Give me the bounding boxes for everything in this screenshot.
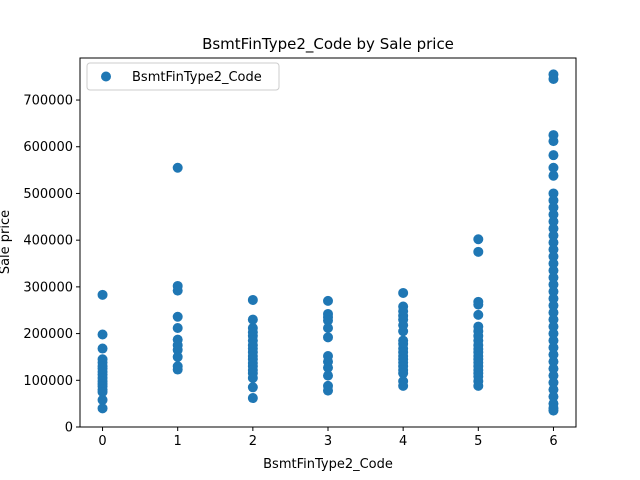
data-point [548, 230, 559, 241]
data-point [548, 258, 559, 269]
data-point [548, 307, 559, 318]
x-tick-label: 0 [98, 434, 106, 449]
data-point [548, 244, 559, 255]
data-point [548, 391, 559, 402]
data-point [323, 370, 333, 381]
data-point [548, 321, 559, 332]
data-point [548, 363, 559, 374]
data-point [97, 386, 108, 397]
data-point [323, 295, 333, 306]
data-point [548, 265, 559, 276]
data-point [548, 216, 559, 227]
data-point [323, 315, 333, 326]
chart-title: BsmtFinType2_Code by Sale price [202, 35, 454, 54]
data-point [247, 314, 258, 325]
data-point [548, 286, 559, 297]
y-axis: 0 100000 200000 300000 400000 500000 600000 700… [23, 94, 80, 436]
data-point [172, 285, 183, 296]
data-point [97, 343, 108, 354]
data-point [548, 237, 559, 248]
x-axis: 0 1 2 3 4 5 6 [98, 427, 558, 449]
data-point [548, 356, 559, 367]
legend: BsmtFinType2_Code [86, 62, 280, 91]
x-tick-label: 4 [399, 434, 407, 449]
data-point [548, 162, 559, 173]
data-point [247, 372, 258, 383]
data-point [323, 362, 333, 373]
data-point [548, 293, 559, 304]
data-point [473, 234, 484, 245]
legend-label: BsmtFinType2_Code [132, 70, 262, 85]
data-point [548, 328, 559, 339]
data-point [548, 136, 559, 147]
data-point [172, 351, 183, 362]
y-tick-label: 400000 [23, 234, 73, 249]
data-point [247, 393, 258, 404]
data-point [548, 349, 559, 360]
x-tick-label: 5 [474, 434, 482, 449]
data-point [398, 380, 409, 391]
y-tick-label: 500000 [23, 187, 73, 202]
data-point [473, 380, 484, 391]
data-point [97, 394, 108, 405]
data-point [398, 368, 409, 379]
x-tick-label: 2 [249, 434, 257, 449]
data-point [548, 202, 559, 213]
data-point [548, 251, 559, 262]
data-point [473, 299, 484, 310]
x-tick-label: 3 [324, 434, 332, 449]
y-axis-title: Sale price [0, 210, 13, 274]
data-point [548, 150, 559, 161]
data-point [97, 289, 108, 300]
x-tick-label: 6 [549, 434, 557, 449]
data-point [548, 377, 559, 388]
data-point [548, 272, 559, 283]
data-point [473, 246, 484, 257]
y-tick-label: 100000 [23, 374, 73, 389]
y-tick-label: 200000 [23, 327, 73, 342]
data-point [548, 300, 559, 311]
x-axis-title: BsmtFinType2_Code [263, 457, 393, 472]
y-tick-label: 0 [65, 421, 73, 436]
data-point [398, 287, 409, 298]
legend-marker [101, 71, 111, 82]
y-tick-label: 300000 [23, 280, 73, 295]
data-point [548, 342, 559, 353]
data-point [97, 403, 108, 414]
data-point [172, 344, 183, 355]
data-point [247, 294, 258, 305]
data-point [548, 405, 559, 416]
x-tick-label: 1 [174, 434, 182, 449]
data-point [172, 162, 183, 173]
data-point [548, 74, 559, 85]
data-point [548, 384, 559, 395]
data-point [548, 195, 559, 206]
data-point [323, 385, 333, 396]
data-point [398, 326, 409, 337]
data-point [247, 382, 258, 393]
data-point [548, 223, 559, 234]
data-point [97, 329, 108, 340]
legend-box [86, 62, 280, 91]
data-point [548, 279, 559, 290]
y-tick-label: 600000 [23, 140, 73, 155]
data-point [548, 170, 559, 181]
data-point [172, 311, 183, 322]
data-point [548, 209, 559, 220]
data-point [172, 364, 183, 375]
series-points [97, 69, 559, 416]
y-tick-label: 700000 [23, 94, 73, 109]
data-point [323, 322, 333, 333]
data-point [548, 370, 559, 381]
data-point [548, 188, 559, 199]
data-point [548, 314, 559, 325]
data-point [172, 322, 183, 333]
data-point [548, 335, 559, 346]
data-point [323, 332, 333, 343]
data-point [473, 309, 484, 320]
